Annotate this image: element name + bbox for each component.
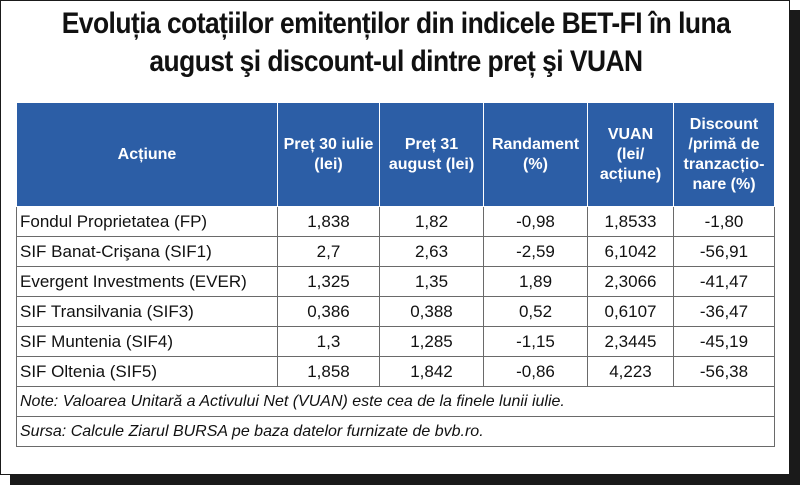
cell-price-30-iulie: 1,838 bbox=[277, 206, 380, 237]
cell-name: SIF Banat-Crişana (SIF1) bbox=[16, 236, 278, 267]
cell-price-31-august: 1,285 bbox=[379, 326, 484, 357]
cell-randament: -2,59 bbox=[483, 236, 588, 267]
cell-discount: -36,47 bbox=[673, 296, 775, 327]
cell-name: SIF Muntenia (SIF4) bbox=[16, 326, 278, 357]
cell-randament: -0,98 bbox=[483, 206, 588, 237]
cell-randament: -1,15 bbox=[483, 326, 588, 357]
cell-discount: -41,47 bbox=[673, 266, 775, 297]
table-note: Note: Valoarea Unitară a Activului Net (… bbox=[16, 386, 775, 417]
data-table: Acțiune Preț 30 iulie (lei) Preț 31 augu… bbox=[16, 102, 775, 447]
cell-vuan: 2,3445 bbox=[587, 326, 674, 357]
cell-randament: 0,52 bbox=[483, 296, 588, 327]
cell-name: Fondul Proprietatea (FP) bbox=[16, 206, 278, 237]
table-row: SIF Banat-Crişana (SIF1) 2,7 2,63 -2,59 … bbox=[16, 236, 775, 267]
column-header-vuan: VUAN (lei/ acțiune) bbox=[587, 102, 674, 207]
cell-discount: -56,91 bbox=[673, 236, 775, 267]
column-header-pret-30-iulie: Preț 30 iulie (lei) bbox=[277, 102, 380, 207]
column-header-discount: Discount /primă de tranzacțio- nare (%) bbox=[673, 102, 775, 207]
column-header-pret-31-august: Preț 31 august (lei) bbox=[379, 102, 484, 207]
cell-price-30-iulie: 2,7 bbox=[277, 236, 380, 267]
cell-price-30-iulie: 1,325 bbox=[277, 266, 380, 297]
cell-randament: -0,86 bbox=[483, 356, 588, 387]
title-line-2: august şi discount-ul dintre preț şi VUA… bbox=[149, 45, 643, 78]
column-header-actiune: Acțiune bbox=[16, 102, 278, 207]
table-row: Fondul Proprietatea (FP) 1,838 1,82 -0,9… bbox=[16, 206, 775, 237]
table-source: Sursa: Calcule Ziarul BURSA pe baza date… bbox=[16, 416, 775, 447]
cell-vuan: 0,6107 bbox=[587, 296, 674, 327]
cell-discount: -1,80 bbox=[673, 206, 775, 237]
cell-name: SIF Oltenia (SIF5) bbox=[16, 356, 278, 387]
cell-vuan: 2,3066 bbox=[587, 266, 674, 297]
cell-name: SIF Transilvania (SIF3) bbox=[16, 296, 278, 327]
table-header-row: Acțiune Preț 30 iulie (lei) Preț 31 augu… bbox=[16, 102, 775, 207]
table-row: SIF Transilvania (SIF3) 0,386 0,388 0,52… bbox=[16, 296, 775, 327]
cell-price-31-august: 1,82 bbox=[379, 206, 484, 237]
cell-price-31-august: 0,388 bbox=[379, 296, 484, 327]
cell-randament: 1,89 bbox=[483, 266, 588, 297]
table-row: Evergent Investments (EVER) 1,325 1,35 1… bbox=[16, 266, 775, 297]
cell-price-30-iulie: 0,386 bbox=[277, 296, 380, 327]
cell-name: Evergent Investments (EVER) bbox=[16, 266, 278, 297]
cell-vuan: 1,8533 bbox=[587, 206, 674, 237]
column-header-randament: Randament (%) bbox=[483, 102, 588, 207]
cell-price-31-august: 1,35 bbox=[379, 266, 484, 297]
cell-vuan: 6,1042 bbox=[587, 236, 674, 267]
cell-discount: -45,19 bbox=[673, 326, 775, 357]
title-line-1: Evoluția cotațiilor emitenților din indi… bbox=[61, 7, 731, 40]
source-row: Sursa: Calcule Ziarul BURSA pe baza date… bbox=[16, 416, 775, 447]
note-row: Note: Valoarea Unitară a Activului Net (… bbox=[16, 386, 775, 417]
cell-price-30-iulie: 1,3 bbox=[277, 326, 380, 357]
table-row: SIF Muntenia (SIF4) 1,3 1,285 -1,15 2,34… bbox=[16, 326, 775, 357]
cell-price-31-august: 2,63 bbox=[379, 236, 484, 267]
cell-price-31-august: 1,842 bbox=[379, 356, 484, 387]
page-title: Evoluția cotațiilor emitenților din indi… bbox=[48, 5, 743, 81]
infographic-frame: Evoluția cotațiilor emitenților din indi… bbox=[0, 0, 790, 475]
cell-vuan: 4,223 bbox=[587, 356, 674, 387]
table-row: SIF Oltenia (SIF5) 1,858 1,842 -0,86 4,2… bbox=[16, 356, 775, 387]
cell-discount: -56,38 bbox=[673, 356, 775, 387]
cell-price-30-iulie: 1,858 bbox=[277, 356, 380, 387]
